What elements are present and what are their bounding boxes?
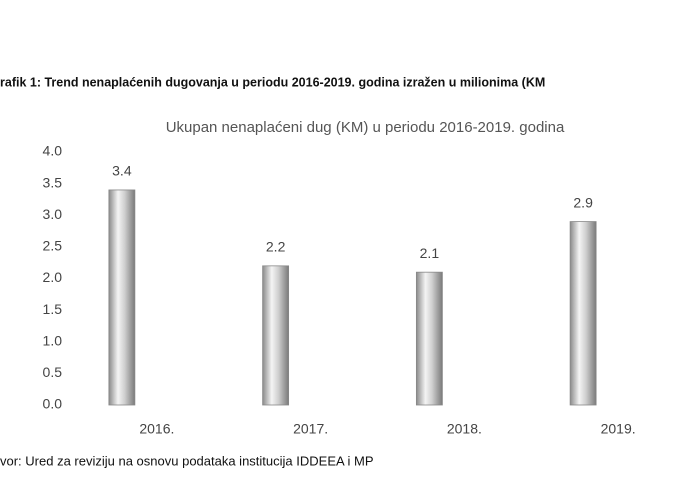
x-tick-label: 2016. xyxy=(139,421,174,437)
x-tick-label: 2019. xyxy=(601,421,636,437)
y-tick-label: 4.0 xyxy=(43,143,63,159)
value-label: 3.4 xyxy=(112,163,132,179)
y-tick-label: 2.5 xyxy=(43,238,63,254)
bar xyxy=(108,189,136,406)
x-tick-label: 2017. xyxy=(293,421,328,437)
value-label: 2.2 xyxy=(266,239,286,255)
y-tick-label: 1.0 xyxy=(43,332,63,348)
y-tick-label: 3.0 xyxy=(43,206,63,222)
y-tick-label: 3.5 xyxy=(43,174,63,190)
chart-title: Ukupan nenaplaćeni dug (KM) u periodu 20… xyxy=(166,119,565,136)
caption: rafik 1: Trend nenaplaćenih dugovanja u … xyxy=(0,75,545,89)
value-label: 2.1 xyxy=(420,245,440,261)
source: vor: Ured za reviziju na osnovu podataka… xyxy=(0,453,374,468)
bar xyxy=(262,265,290,406)
y-tick-label: 1.5 xyxy=(43,301,63,317)
value-label: 2.9 xyxy=(573,194,593,210)
y-tick-label: 0.5 xyxy=(43,364,63,380)
x-tick-label: 2018. xyxy=(447,421,482,437)
bar xyxy=(569,221,597,406)
y-tick-label: 0.0 xyxy=(43,396,63,412)
bar xyxy=(415,271,443,406)
y-tick-label: 2.0 xyxy=(43,269,63,285)
